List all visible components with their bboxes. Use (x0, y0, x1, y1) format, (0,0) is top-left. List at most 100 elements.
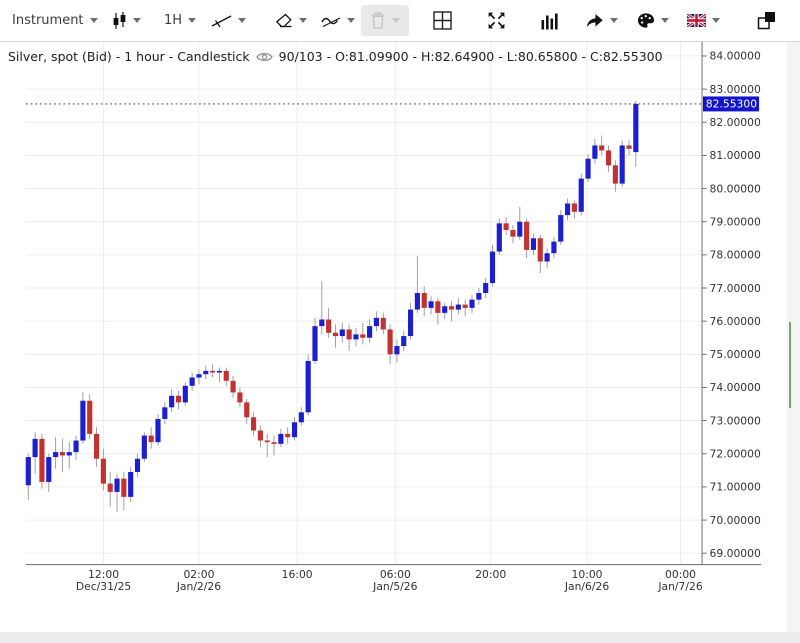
candle-up (469, 299, 475, 308)
candle-up (353, 334, 359, 340)
candle-up (134, 458, 141, 472)
candle-down (524, 221, 530, 250)
candle-down (285, 433, 291, 438)
candle-up (633, 103, 639, 153)
candle-up (32, 438, 38, 458)
date-axis-label: Jan/2/26 (176, 580, 221, 593)
current-price-label: 82.55300 (706, 98, 757, 111)
candle-up (530, 238, 537, 250)
chevron-down-icon (133, 18, 141, 23)
chart-type-dropdown[interactable] (112, 0, 141, 41)
candle-up (155, 418, 161, 443)
candle-up (196, 374, 202, 378)
candle-up (619, 145, 625, 184)
time-axis-label: 20:00 (475, 568, 506, 581)
candle-down (100, 458, 106, 484)
price-axis-label: 84.00000 (710, 50, 761, 63)
candle-up (25, 457, 31, 486)
candle-up (401, 336, 407, 347)
candle-down (271, 442, 277, 444)
candle-up (489, 251, 496, 284)
eye-icon[interactable] (255, 51, 273, 63)
chevron-down-icon (347, 18, 355, 23)
candle-down (87, 400, 93, 434)
drawing-tool-dropdown[interactable] (275, 0, 307, 41)
timeframe-dropdown[interactable]: 1H (164, 0, 197, 41)
candle-up (128, 471, 134, 497)
candle-down (510, 230, 516, 237)
volume-button[interactable] (541, 0, 558, 41)
candle-down (237, 392, 243, 403)
price-axis-label: 83.00000 (710, 83, 761, 96)
candle-up (312, 326, 318, 361)
price-axis-label: 79.00000 (710, 215, 761, 228)
grid-pane-icon (432, 10, 453, 31)
candle-down (537, 238, 543, 262)
candle-up (394, 346, 400, 355)
price-axis-label: 71.00000 (710, 481, 761, 494)
candle-down (59, 452, 65, 456)
timeframe-dropdown-label: 1H (164, 13, 183, 28)
fullscreen-button[interactable] (487, 0, 506, 41)
candle-up (278, 433, 284, 444)
candle-up (291, 422, 298, 438)
price-axis-label: 77.00000 (710, 282, 761, 295)
candle-down (605, 150, 612, 166)
indicator-dropdown[interactable] (321, 0, 355, 41)
candle-down (360, 334, 366, 338)
candle-down (626, 145, 632, 149)
price-axis-label: 82.00000 (710, 116, 761, 129)
chevron-down-icon (188, 18, 197, 23)
candle-up (367, 326, 373, 338)
candle-up (578, 178, 584, 212)
candle-up (483, 283, 489, 293)
candle-down (244, 402, 250, 418)
theme-dropdown[interactable] (637, 0, 669, 41)
candle-down (250, 417, 257, 431)
language-dropdown[interactable] (687, 0, 720, 41)
layout-grid-button[interactable] (432, 0, 453, 41)
candle-up (517, 221, 523, 237)
bottom-page-strip (0, 632, 800, 643)
candle-down (599, 145, 605, 151)
trend-line-tool-dropdown[interactable] (211, 0, 246, 41)
candle-down (380, 317, 386, 330)
instrument-dropdown-label: Instrument (12, 13, 84, 28)
date-axis-label: Dec/31/25 (76, 580, 131, 593)
candle-up (428, 301, 434, 308)
price-axis-label: 78.00000 (710, 249, 761, 262)
candle-down (435, 301, 441, 313)
candle-down (462, 304, 468, 308)
candle-up (558, 215, 564, 242)
chart-canvas[interactable]: 84.00000 83.00000 82.00000 81.00000 80.00000… (0, 41, 800, 632)
candle-down (257, 430, 263, 441)
candle-up (162, 407, 168, 419)
time-axis-label: 02:00 (183, 568, 214, 581)
price-axis-label: 81.00000 (710, 149, 761, 162)
candle-up (182, 385, 188, 403)
share-arrow-icon (585, 12, 604, 29)
bring-to-front-button[interactable] (757, 0, 776, 41)
candle-down (448, 306, 455, 310)
candle-up (551, 241, 557, 254)
date-axis-label: Jan/5/26 (372, 580, 417, 593)
instrument-dropdown[interactable]: Instrument (12, 0, 98, 41)
candle-up (141, 435, 147, 459)
candle-up (407, 309, 414, 337)
chart-legend: Silver, spot (Bid) - 1 hour - Candlestic… (8, 49, 663, 64)
candle-down (503, 223, 509, 231)
candle-down (107, 483, 113, 492)
candle-down (612, 165, 618, 184)
current-price-badge (702, 96, 760, 112)
right-scroll-strip (787, 41, 800, 632)
delete-drawings-dropdown[interactable] (361, 5, 409, 36)
scrollbar-thumb[interactable] (789, 322, 791, 408)
candle-down (210, 370, 216, 373)
price-axis-label: 72.00000 (710, 448, 761, 461)
price-axis-label: 69.00000 (710, 547, 761, 560)
candle-up (373, 317, 380, 327)
chart-title: Silver, spot (Bid) - 1 hour - Candlestic… (8, 49, 250, 64)
share-dropdown[interactable] (585, 0, 618, 41)
price-axis-label: 74.00000 (710, 381, 761, 394)
eraser-icon (275, 13, 293, 29)
